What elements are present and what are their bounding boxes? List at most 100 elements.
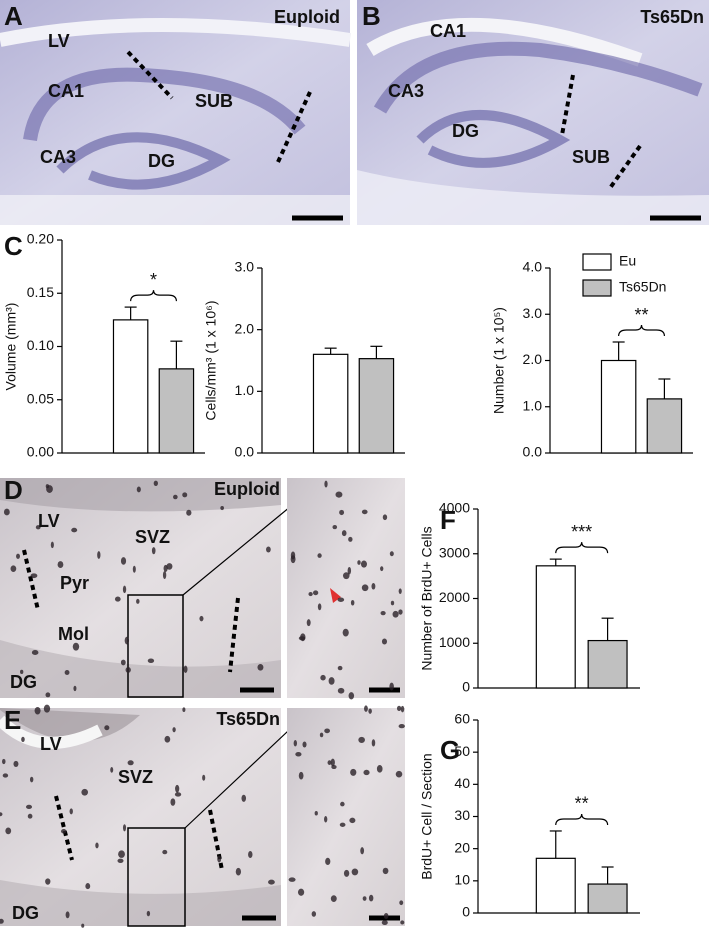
nucleus xyxy=(175,784,180,793)
y-tick-label: 0.05 xyxy=(27,390,54,406)
panel-label: G xyxy=(440,735,460,765)
nucleus xyxy=(368,708,372,714)
nucleus xyxy=(110,766,114,773)
nucleus xyxy=(298,771,304,780)
y-axis-label: Volume (mm³) xyxy=(3,303,19,391)
nucleus xyxy=(337,687,345,694)
nucleus xyxy=(27,813,33,819)
nucleus xyxy=(398,588,402,594)
nucleus xyxy=(306,619,311,627)
panel-title: Ts65Dn xyxy=(216,709,280,729)
nucleus xyxy=(97,551,101,559)
nucleus xyxy=(266,546,271,553)
nucleus xyxy=(81,923,85,928)
nucleus xyxy=(342,572,350,580)
region-label: DG xyxy=(148,151,175,171)
nucleus xyxy=(65,911,70,919)
nucleus xyxy=(339,822,346,827)
nucleus xyxy=(122,824,127,832)
nucleus xyxy=(217,855,222,863)
nucleus xyxy=(162,849,168,855)
significance-label: ** xyxy=(575,794,589,814)
y-tick-label: 50 xyxy=(454,743,470,759)
nucleus xyxy=(362,896,367,901)
panel-label: F xyxy=(440,505,456,535)
significance-bracket xyxy=(618,324,665,337)
nucleus xyxy=(29,776,34,783)
nucleus xyxy=(319,732,324,738)
nucleus xyxy=(357,560,361,565)
nucleus xyxy=(120,659,126,666)
bar xyxy=(535,565,576,689)
nucleus xyxy=(288,877,296,882)
significance-label: *** xyxy=(571,522,592,542)
nucleus xyxy=(257,664,264,671)
region-label: CA1 xyxy=(430,21,466,41)
nucleus xyxy=(124,636,130,645)
y-tick-label: 0.15 xyxy=(27,284,54,300)
bar xyxy=(587,639,628,689)
nucleus xyxy=(170,798,176,806)
nucleus xyxy=(361,584,369,592)
y-tick-label: 4.0 xyxy=(523,259,543,275)
region-label: SUB xyxy=(195,91,233,111)
nucleus xyxy=(314,811,318,816)
nucleus xyxy=(20,669,24,674)
y-tick-label: 2.0 xyxy=(523,351,543,367)
panel-label: E xyxy=(4,705,21,735)
nucleus xyxy=(13,760,19,768)
nucleus xyxy=(30,573,38,579)
nucleus xyxy=(360,847,365,855)
nucleus xyxy=(2,773,9,778)
nucleus xyxy=(332,525,338,530)
bar xyxy=(535,857,576,914)
bar xyxy=(646,398,683,454)
nucleus xyxy=(312,590,319,596)
nucleus xyxy=(136,486,141,493)
nucleus xyxy=(16,553,20,559)
nucleus xyxy=(349,817,356,824)
nucleus xyxy=(45,878,51,885)
nucleus xyxy=(317,603,322,611)
nucleus xyxy=(382,514,388,521)
nucleus xyxy=(400,920,405,925)
y-tick-label: 3000 xyxy=(439,544,470,560)
nucleus xyxy=(182,707,186,713)
nucleus xyxy=(398,609,403,615)
y-tick-label: 10 xyxy=(454,872,470,888)
bar xyxy=(358,358,395,454)
nucleus xyxy=(390,600,395,606)
nucleus xyxy=(10,565,17,572)
bar xyxy=(158,368,195,454)
nucleus xyxy=(295,752,302,757)
panel-label: D xyxy=(4,475,23,505)
region-label: DG xyxy=(12,903,39,923)
nucleus xyxy=(60,829,67,834)
y-axis-label: Number of BrdU+ Cells xyxy=(419,526,435,670)
nucleus xyxy=(248,851,253,858)
nucleus xyxy=(363,769,370,776)
nucleus xyxy=(325,857,331,866)
nucleus xyxy=(297,888,305,896)
significance-bracket xyxy=(130,290,177,302)
nucleus xyxy=(335,491,343,498)
nucleus xyxy=(151,547,156,555)
region-label: SVZ xyxy=(118,767,153,787)
nucleus xyxy=(172,727,176,733)
nucleus xyxy=(324,728,330,734)
nucleus xyxy=(118,850,125,858)
y-tick-label: 0.0 xyxy=(235,444,255,460)
nucleus xyxy=(337,665,343,671)
y-tick-label: 2000 xyxy=(439,589,470,605)
nucleus xyxy=(395,770,403,778)
nucleus xyxy=(317,553,322,558)
legend-label: Eu xyxy=(619,253,636,269)
nucleus xyxy=(45,692,51,698)
region-label: Mol xyxy=(58,624,89,644)
nucleus xyxy=(147,658,155,664)
bar xyxy=(600,359,637,454)
nucleus xyxy=(153,480,158,487)
nucleus xyxy=(381,638,388,645)
nucleus xyxy=(328,677,335,685)
nucleus xyxy=(166,563,173,570)
